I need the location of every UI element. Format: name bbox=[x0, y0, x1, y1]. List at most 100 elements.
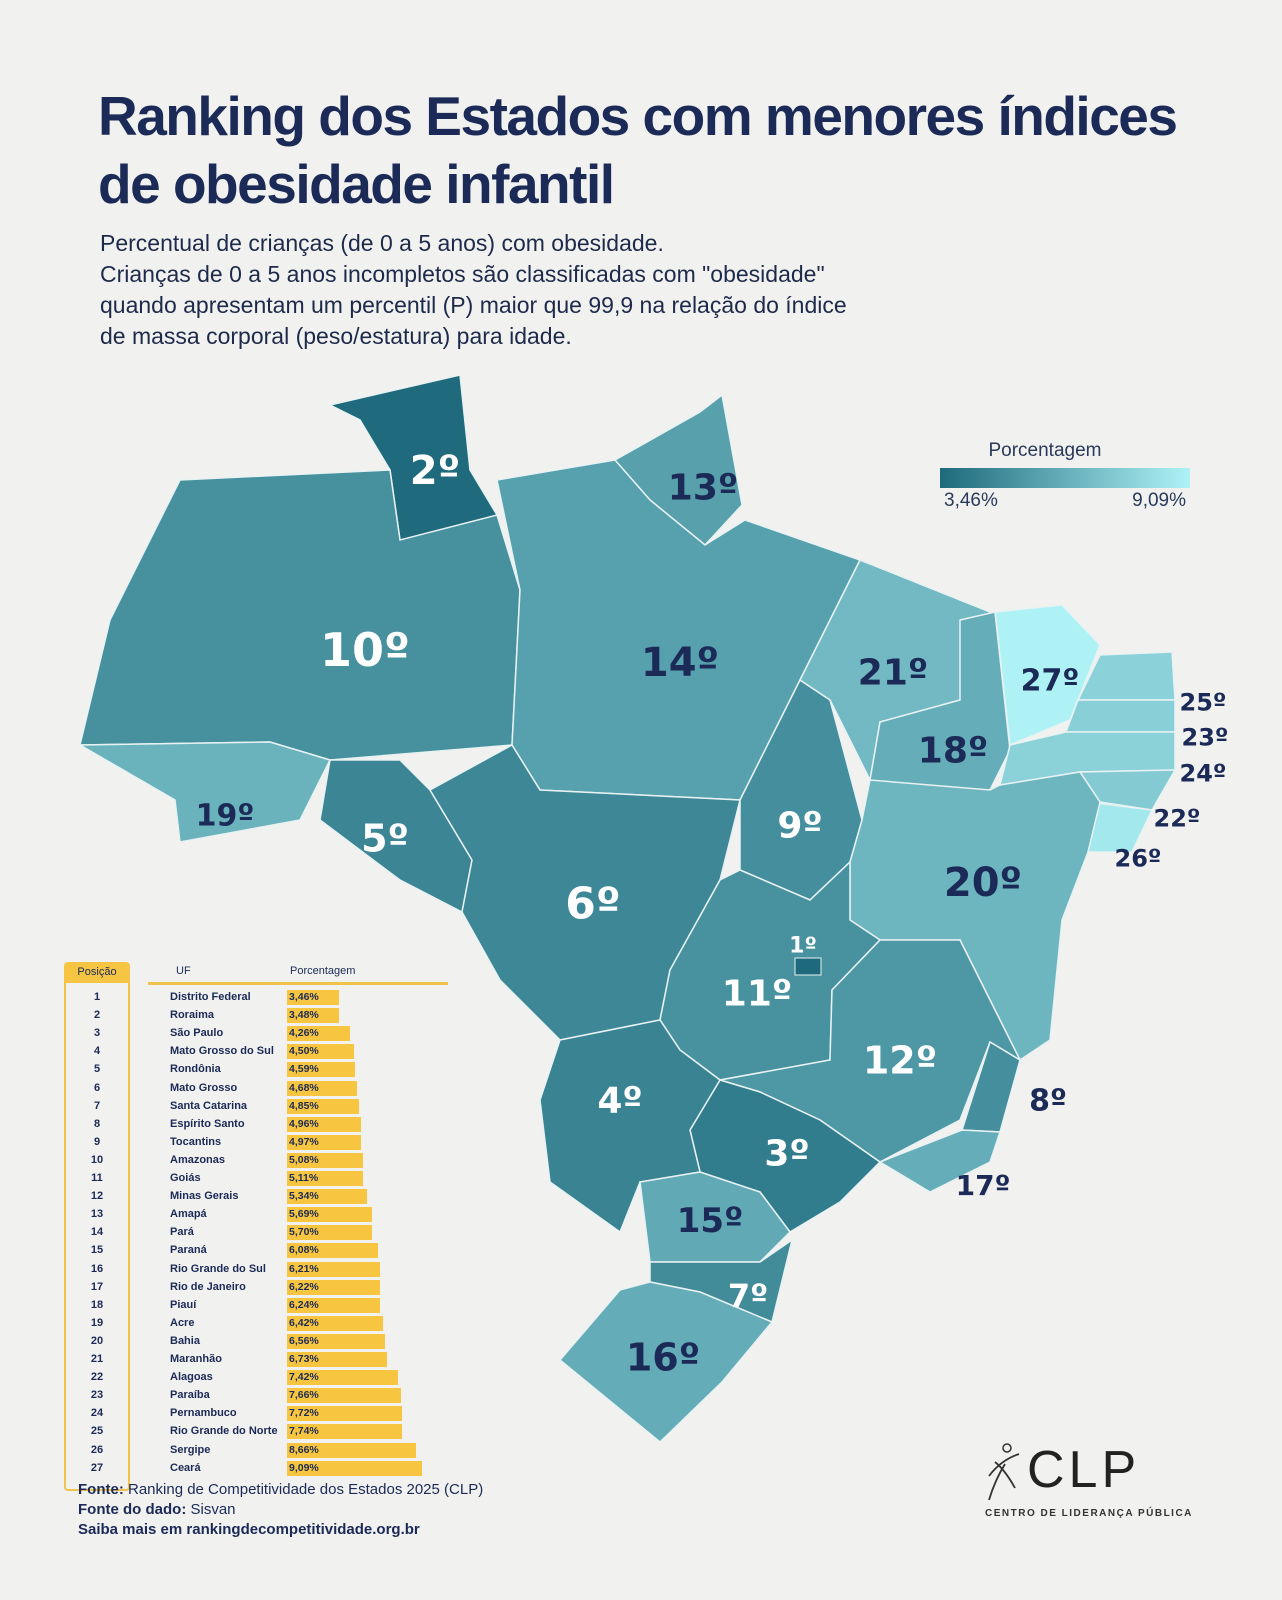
rank-label-es: 8º bbox=[1029, 1084, 1067, 1119]
row-position: 7 bbox=[93, 1099, 101, 1112]
rank-label-rr: 2º bbox=[410, 448, 460, 494]
table-row: 25 Rio Grande do Norte 7,74% bbox=[64, 1423, 454, 1441]
row-state: Paraíba bbox=[170, 1389, 210, 1402]
row-position: 26 bbox=[90, 1443, 104, 1456]
row-state: Minas Gerais bbox=[170, 1190, 239, 1203]
row-bar: 6,73% bbox=[287, 1352, 388, 1367]
row-bar: 4,26% bbox=[287, 1026, 351, 1042]
data-source-text: Sisvan bbox=[190, 1501, 236, 1518]
table-row: 13 Amapá 5,69% bbox=[64, 1206, 454, 1224]
state-mg bbox=[719, 939, 1022, 1163]
row-state: Tocantins bbox=[170, 1135, 222, 1148]
state-df bbox=[794, 957, 822, 976]
row-bar: 7,66% bbox=[287, 1388, 402, 1404]
header-uf: UF bbox=[176, 965, 191, 977]
subtitle: Percentual de crianças (de 0 a 5 anos) c… bbox=[100, 228, 1100, 352]
row-position: 25 bbox=[90, 1425, 104, 1438]
row-state: Maranhão bbox=[170, 1353, 222, 1365]
row-bar: 4,68% bbox=[287, 1080, 357, 1096]
row-state: Rio de Janeiro bbox=[170, 1280, 246, 1293]
row-position: 14 bbox=[90, 1226, 104, 1239]
table-row: 18 Piauí 6,24% bbox=[64, 1297, 454, 1315]
rank-label-ap: 13º bbox=[668, 468, 738, 509]
rank-label-pa: 14º bbox=[641, 640, 719, 686]
row-bar: 4,96% bbox=[287, 1116, 361, 1132]
page-title: Ranking dos Estados com menores índices … bbox=[98, 85, 1178, 215]
rank-label-sp: 3º bbox=[764, 1134, 809, 1175]
row-position: 24 bbox=[90, 1407, 104, 1420]
row-position: 16 bbox=[90, 1262, 104, 1275]
rank-label-rn: 25º bbox=[1180, 688, 1227, 716]
row-bar: 7,42% bbox=[287, 1370, 398, 1386]
table-row: 15 Paraná 6,08% bbox=[64, 1242, 454, 1260]
table-row: 27 Ceará 9,09% bbox=[64, 1460, 454, 1478]
row-position: 9 bbox=[93, 1135, 101, 1148]
state-ac bbox=[77, 741, 332, 843]
row-state: Ceará bbox=[170, 1461, 201, 1474]
rank-label-se: 26º bbox=[1115, 844, 1162, 872]
row-state: Espírito Santo bbox=[170, 1117, 245, 1130]
table-row: 26 Sergipe 8,66% bbox=[64, 1442, 454, 1460]
table-row: 20 Bahia 6,56% bbox=[64, 1333, 454, 1351]
row-state: São Paulo bbox=[170, 1027, 224, 1040]
row-state: Amapá bbox=[170, 1208, 207, 1221]
row-state: Pará bbox=[170, 1226, 194, 1239]
row-state: Goiás bbox=[170, 1172, 201, 1184]
table-row: 19 Acre 6,42% bbox=[64, 1315, 454, 1333]
table-row: 16 Rio Grande do Sul 6,21% bbox=[64, 1261, 454, 1279]
source-label: Fonte: bbox=[78, 1481, 124, 1498]
rank-label-to: 9º bbox=[777, 806, 822, 847]
row-state: Piauí bbox=[170, 1298, 197, 1311]
runner-logo-icon bbox=[988, 1443, 1020, 1500]
row-bar: 5,08% bbox=[287, 1152, 363, 1168]
row-bar: 9,09% bbox=[287, 1460, 423, 1476]
rank-label-ms: 4º bbox=[597, 1081, 642, 1122]
row-state: Mato Grosso bbox=[170, 1081, 238, 1094]
row-bar: 5,70% bbox=[287, 1225, 372, 1241]
row-position: 13 bbox=[90, 1208, 104, 1221]
state-rs bbox=[558, 1281, 774, 1444]
row-state: Distrito Federal bbox=[170, 991, 251, 1003]
rank-label-go: 11º bbox=[722, 974, 792, 1015]
subtitle-line: de massa corporal (peso/estatura) para i… bbox=[100, 323, 572, 349]
logo-text: CLP bbox=[1027, 1441, 1141, 1499]
header-percent: Porcentagem bbox=[290, 965, 356, 977]
row-position: 21 bbox=[90, 1353, 104, 1365]
row-bar: 5,11% bbox=[287, 1171, 364, 1186]
row-state: Santa Catarina bbox=[170, 1099, 248, 1112]
table-row: 4 Mato Grosso do Sul 4,50% bbox=[64, 1043, 454, 1061]
table-row: 9 Tocantins 4,97% bbox=[64, 1134, 454, 1152]
legend-title: Porcentagem bbox=[988, 440, 1102, 461]
row-bar: 7,74% bbox=[287, 1424, 403, 1440]
table-row: 14 Pará 5,70% bbox=[64, 1224, 454, 1242]
rank-label-ba: 20º bbox=[944, 860, 1022, 906]
legend-min: 3,46% bbox=[944, 490, 998, 511]
row-bar: 6,08% bbox=[287, 1243, 378, 1259]
legend-gradient bbox=[940, 468, 1190, 488]
rank-label-sc: 7º bbox=[728, 1277, 768, 1315]
position-column-box bbox=[64, 983, 130, 1491]
more-info-link[interactable]: Saiba mais em rankingdecompetitividade.o… bbox=[78, 1521, 420, 1538]
row-bar: 6,42% bbox=[287, 1315, 383, 1331]
row-state: Alagoas bbox=[170, 1371, 213, 1384]
table-row: 8 Espírito Santo 4,96% bbox=[64, 1116, 454, 1134]
row-position: 5 bbox=[93, 1063, 101, 1076]
color-legend: Porcentagem 3,46% 9,09% bbox=[940, 440, 1190, 512]
row-state: Bahia bbox=[170, 1334, 200, 1347]
row-position: 22 bbox=[90, 1371, 104, 1384]
row-state: Pernambuco bbox=[170, 1407, 237, 1420]
rank-label-ma: 21º bbox=[858, 653, 928, 694]
table-row: 1 Distrito Federal 3,46% bbox=[64, 989, 454, 1007]
row-position: 15 bbox=[90, 1244, 104, 1257]
header-position: Posição bbox=[64, 962, 130, 983]
row-state: Rio Grande do Sul bbox=[170, 1262, 266, 1275]
row-bar: 4,97% bbox=[287, 1134, 362, 1150]
subtitle-line: Crianças de 0 a 5 anos incompletos são c… bbox=[100, 261, 825, 287]
rank-label-ro: 5º bbox=[361, 816, 409, 860]
row-bar: 4,50% bbox=[287, 1044, 355, 1060]
row-bar: 7,72% bbox=[287, 1406, 403, 1422]
state-rj bbox=[878, 1129, 1002, 1193]
row-bar: 6,21% bbox=[287, 1261, 380, 1277]
row-state: Amazonas bbox=[170, 1153, 226, 1166]
row-state: Acre bbox=[170, 1316, 195, 1329]
